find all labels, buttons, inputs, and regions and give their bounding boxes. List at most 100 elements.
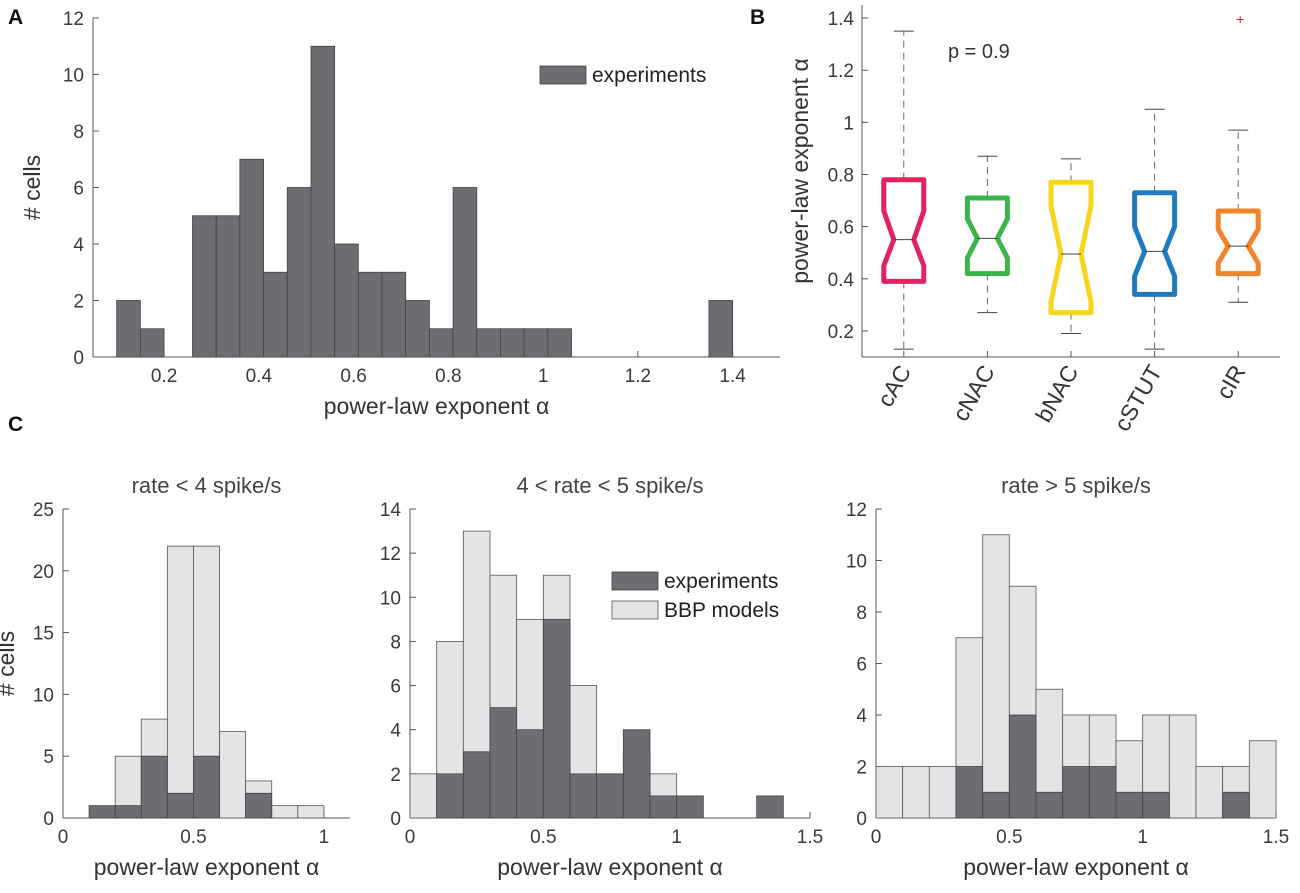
y-tick-label: 4	[856, 706, 867, 727]
experiments-bar	[263, 271, 288, 358]
experiments-bar	[114, 805, 142, 819]
category-label-cNAC: cNAC	[947, 361, 1000, 426]
x-tick-label: 1.5	[1263, 827, 1289, 848]
experiments-bar	[569, 773, 598, 819]
y-axis-label: # cells	[0, 631, 19, 696]
experiments-bar	[547, 328, 572, 358]
experiments-bar	[676, 795, 704, 819]
experiments-bar	[436, 773, 464, 819]
bbp-models-bar	[928, 766, 957, 819]
boxplot-bNAC	[1048, 158, 1094, 335]
p-value-annotation: p = 0.9	[948, 41, 1010, 63]
bbp-models-bar	[1248, 740, 1277, 819]
x-tick-label: 0.5	[180, 827, 206, 848]
experiments-bar	[166, 792, 194, 819]
y-tick-label: 0.4	[828, 270, 855, 291]
legend-swatch-bbp-models	[611, 600, 659, 620]
experiments-bar	[286, 187, 312, 358]
bbp-models-bar	[902, 766, 930, 819]
y-axis-label: # cells	[19, 155, 45, 220]
experiments-bar	[649, 795, 678, 819]
outlier-marker: +	[1236, 11, 1244, 27]
x-tick-label: 1	[1137, 827, 1148, 848]
x-tick-label: 0	[58, 827, 69, 848]
y-tick-label: 0.8	[828, 165, 854, 186]
experiments-bar	[245, 792, 273, 819]
notched-box	[1048, 179, 1094, 316]
y-tick-label: 6	[73, 179, 84, 200]
y-tick-label: 15	[33, 624, 54, 645]
experiments-bar	[192, 215, 217, 358]
experiments-bar	[542, 618, 571, 819]
y-tick-label: 0	[856, 809, 867, 830]
y-tick-label: 10	[33, 685, 54, 706]
legend-swatch-experiments	[611, 571, 659, 591]
experiments-bar	[88, 805, 116, 819]
chart-panel-b: p = 0.9 0.2 0.4 0.6 0.8 1 1.2 1.4 power-law exp…	[787, 5, 1280, 435]
boxplot-cIR: +	[1215, 11, 1261, 303]
experiments-bar	[500, 328, 525, 358]
experiments-bar	[476, 328, 501, 358]
y-tick-label: 12	[380, 544, 401, 565]
x-axis-label: power-law exponent α	[94, 854, 320, 880]
panel-title: rate > 5 spike/s	[1001, 473, 1151, 498]
y-tick-label: 5	[43, 747, 54, 768]
x-axis-label: power-law exponent α	[963, 854, 1189, 880]
y-tick-label: 2	[390, 765, 401, 786]
experiments-bar	[193, 755, 220, 819]
y-tick-label: 6	[856, 655, 867, 676]
panel-title: rate < 4 spike/s	[132, 473, 282, 498]
y-tick-label: 0	[390, 809, 401, 830]
panel-letter-c: C	[8, 413, 23, 436]
category-label-bNAC: bNAC	[1030, 361, 1083, 427]
x-axis-label: power-law exponent α	[497, 854, 723, 880]
experiments-bar	[405, 300, 430, 358]
category-label-cIR: cIR	[1211, 361, 1251, 404]
experiments-bar	[489, 707, 518, 819]
experiments-bar	[428, 328, 454, 358]
experiments-bar	[596, 773, 624, 819]
chart-panel-c3: 0 2 4 6 8 10 12 0 0.5 1 1.5 power-law exponent α rat…	[846, 473, 1289, 880]
y-tick-label: 0.6	[828, 218, 854, 239]
y-tick-label: 0	[73, 348, 84, 369]
bbp-models-bar	[409, 773, 438, 819]
y-tick-label: 14	[380, 500, 402, 521]
x-tick-label: 0.4	[246, 366, 273, 387]
chart-panel-a: 0 2 4 6 8 10 12 0.2 0.4 0.6 0.8 1 1.2 1.4 power-law ex…	[19, 9, 780, 419]
experiments-bar	[1008, 714, 1037, 819]
experiments-bar	[215, 215, 241, 358]
y-tick-label: 10	[380, 588, 401, 609]
category-label-cAC: cAC	[872, 361, 916, 412]
bbp-models-bar	[982, 534, 1010, 819]
experiments-bar	[1222, 791, 1250, 819]
experiments-bar	[955, 766, 984, 819]
experiments-bar	[982, 791, 1010, 819]
boxplot-cNAC	[964, 155, 1010, 314]
bbp-models-bar	[1168, 714, 1197, 819]
y-tick-label: 10	[63, 66, 84, 87]
panel-letter-a: A	[8, 6, 23, 29]
y-tick-label: 1	[843, 113, 854, 134]
experiments-bar	[523, 328, 549, 358]
legend-swatch-experiments	[539, 65, 587, 85]
y-tick-label: 8	[73, 122, 84, 143]
x-tick-label: 1.4	[719, 366, 746, 387]
x-tick-label: 0.2	[151, 366, 177, 387]
boxplot-cSTUT	[1132, 108, 1178, 350]
experiments-bar	[357, 271, 383, 358]
bbp-models-bar	[166, 545, 194, 819]
y-tick-label: 12	[63, 9, 84, 30]
boxplot-cAC	[881, 30, 927, 350]
x-tick-label: 0.5	[996, 827, 1022, 848]
experiments-bar	[1115, 791, 1144, 819]
panel-letter-b: B	[750, 6, 765, 29]
experiments-bar	[381, 271, 407, 358]
bbp-models-bar	[1195, 766, 1224, 819]
y-tick-label: 25	[33, 500, 54, 521]
y-tick-label: 2	[856, 758, 867, 779]
experiments-bar	[310, 45, 336, 358]
x-axis-label: power-law exponent α	[324, 393, 550, 419]
experiments-bar	[452, 187, 478, 358]
x-tick-label: 0	[871, 827, 882, 848]
